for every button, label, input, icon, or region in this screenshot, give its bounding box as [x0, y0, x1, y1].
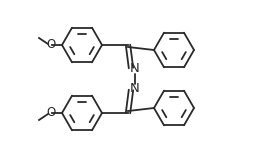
- Text: O: O: [46, 106, 55, 119]
- Text: N: N: [130, 82, 139, 96]
- Text: N: N: [130, 62, 139, 75]
- Text: O: O: [46, 38, 55, 52]
